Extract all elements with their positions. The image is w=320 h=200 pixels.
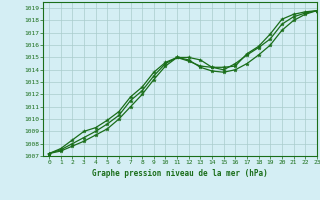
X-axis label: Graphe pression niveau de la mer (hPa): Graphe pression niveau de la mer (hPa) <box>92 169 268 178</box>
